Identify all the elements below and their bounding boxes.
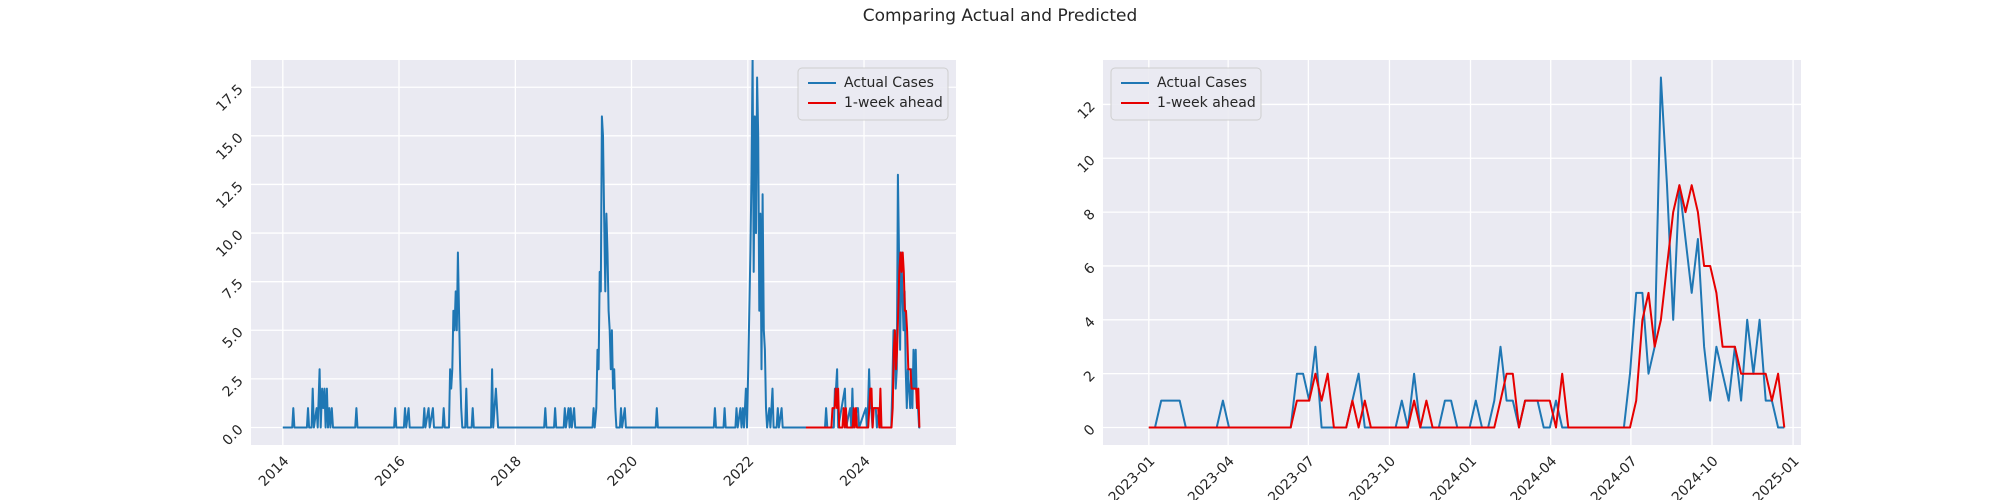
plot-area (251, 60, 956, 445)
x-tick-label: 2023-10 (1346, 453, 1399, 500)
x-tick-label: 2024-04 (1508, 453, 1561, 500)
x-tick-label: 2023-04 (1185, 453, 1238, 500)
legend-label: Actual Cases (1157, 75, 1247, 91)
x-tick-label: 2016 (372, 453, 409, 490)
legend-label: 1-week ahead (844, 95, 943, 111)
y-tick-label: 2.5 (220, 373, 247, 400)
y-tick-label: 7.5 (220, 276, 247, 303)
legend-label: Actual Cases (844, 75, 934, 91)
legend: Actual Cases 1-week ahead (797, 67, 949, 121)
y-tick-label: 2 (1081, 368, 1099, 386)
legend-box (1110, 67, 1262, 121)
legend-box (797, 67, 949, 121)
chart-panel-1: 0.0 2.5 5.0 7.5 10.0 12.5 15.0 17.5 2014 2016 2018… (213, 60, 956, 490)
y-tick-label: 5.0 (220, 325, 247, 352)
chart-panel-2: 0 2 4 6 8 10 12 2023-01 2023-04 2023-07 2023-10 202… (1075, 60, 1803, 500)
plot-area (1103, 60, 1801, 445)
x-tick-label: 2014 (256, 453, 293, 490)
y-tick-label: 12.5 (213, 179, 246, 212)
y-tick-label: 0 (1081, 422, 1099, 440)
y-tick-label: 10.0 (213, 227, 246, 260)
y-tick-label: 10 (1075, 153, 1099, 177)
y-tick-label: 8 (1081, 206, 1099, 224)
series-line-actual-cases (1148, 76, 1785, 429)
x-tick-label: 2025-01 (1750, 453, 1803, 500)
y-tick-label: 6 (1081, 260, 1099, 278)
x-tick-label: 2024-07 (1588, 453, 1641, 500)
x-tick-label: 2024-01 (1427, 453, 1480, 500)
x-tick-label: 2024 (837, 453, 874, 490)
y-tick-label: 4 (1081, 314, 1099, 332)
series-line-one-week-ahead (805, 251, 921, 429)
x-tick-label: 2018 (488, 453, 525, 490)
legend-label: 1-week ahead (1157, 95, 1256, 111)
y-tick-label: 17.5 (213, 82, 246, 115)
y-tick-label: 15.0 (213, 130, 246, 163)
x-tick-label: 2023-01 (1106, 453, 1159, 500)
x-tick-label: 2022 (721, 453, 758, 490)
x-tick-label: 2020 (605, 453, 642, 490)
x-tick-label: 2023-07 (1265, 453, 1318, 500)
figure-title: Comparing Actual and Predicted (862, 6, 1138, 26)
y-tick-label: 0.0 (220, 422, 247, 449)
legend: Actual Cases 1-week ahead (1110, 67, 1262, 121)
series-line-one-week-ahead (1148, 184, 1786, 429)
y-tick-label: 12 (1075, 99, 1099, 123)
x-tick-label: 2024-10 (1669, 453, 1722, 500)
